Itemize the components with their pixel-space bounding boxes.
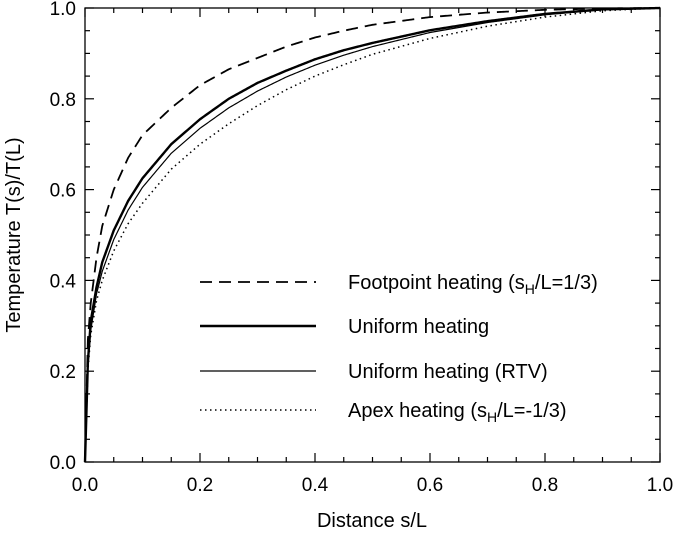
axis-tick-labels: 0.0 0.2 0.4 0.6 0.8 1.0 0.0 0.2 0.4 0.6 0.8 1.0 <box>50 0 674 496</box>
series-line <box>83 6 661 463</box>
series-lines <box>83 6 661 463</box>
y-tick-label: 0.0 <box>50 453 76 474</box>
axis-ticks <box>84 7 661 463</box>
series-line <box>84 7 661 463</box>
y-tick-label: 0.4 <box>50 271 77 292</box>
legend: Footpoint heating (sH/L=1/3) Uniform heat… <box>200 272 598 425</box>
x-tick-label: 0.2 <box>187 475 213 496</box>
legend-label: Footpoint heating (sH/L=1/3) <box>348 272 598 297</box>
legend-label: Apex heating (sH/L=-1/3) <box>348 400 567 425</box>
legend-label: Uniform heating (RTV) <box>348 361 548 383</box>
y-tick-label: 0.6 <box>50 181 76 202</box>
x-tick-label: 0.8 <box>532 475 558 496</box>
series-line <box>84 7 661 463</box>
x-tick-label: 0.0 <box>72 475 98 496</box>
x-tick-label: 1.0 <box>647 475 673 496</box>
x-tick-label: 0.6 <box>417 475 443 496</box>
x-axis-title: Distance s/L <box>317 510 427 532</box>
y-axis-title: Temperature T(s)/T(L) <box>3 137 25 332</box>
series-line <box>84 7 661 463</box>
y-tick-label: 0.8 <box>50 90 76 111</box>
legend-label: Uniform heating <box>348 316 489 338</box>
plot-frame <box>84 7 661 463</box>
x-tick-label: 0.4 <box>302 475 329 496</box>
y-tick-label: 1.0 <box>50 0 76 20</box>
y-tick-label: 0.2 <box>50 362 76 383</box>
